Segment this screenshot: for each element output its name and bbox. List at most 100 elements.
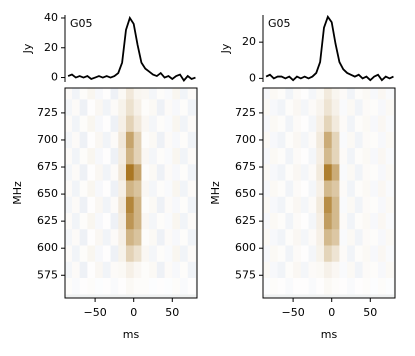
heat-cell [164, 148, 173, 165]
heat-cell [95, 196, 104, 214]
heat-cell [65, 131, 73, 149]
heat-cell [156, 213, 165, 230]
heat-cell [125, 148, 135, 165]
heat-cell [277, 131, 286, 149]
heat-cell [331, 261, 340, 279]
heat-cell [95, 245, 104, 263]
heat-cell [385, 99, 394, 116]
heat-cell [263, 229, 271, 246]
heat-cell [293, 148, 302, 165]
heat-cell [277, 213, 286, 230]
heat-cell [347, 261, 356, 279]
heat-cell [370, 213, 379, 230]
heat-cell [141, 277, 150, 295]
heat-cell [118, 196, 127, 214]
heat-cell [187, 180, 196, 198]
heat-cell [347, 99, 356, 116]
heat-cell [285, 245, 294, 263]
heat-cell [95, 115, 104, 133]
heat-cell [354, 115, 363, 133]
heat-cell [293, 277, 302, 295]
annotation: G05 [70, 17, 93, 30]
heat-cell [347, 148, 356, 165]
heat-cell [263, 180, 271, 198]
heat-cell [347, 229, 356, 246]
heat-cell [71, 131, 80, 149]
heat-cell [164, 277, 173, 295]
heat-cell [79, 115, 88, 133]
heat-cell [71, 148, 80, 165]
heat-cell [71, 277, 80, 295]
heat-cell [172, 261, 181, 279]
heat-cell [293, 180, 302, 198]
heat-cell [316, 277, 325, 295]
heat-cell [102, 180, 111, 198]
heat-cell [110, 88, 119, 100]
heat-cell [293, 115, 302, 133]
heat-cell [187, 99, 196, 116]
x-tick-label: −50 [83, 306, 106, 319]
heat-cell [180, 180, 189, 198]
heat-cell [370, 148, 379, 165]
heat-cell [347, 196, 356, 214]
heat-cell [370, 245, 379, 263]
heat-cell [172, 245, 181, 263]
heat-cell [316, 180, 325, 198]
heat-cell [308, 245, 317, 263]
heat-cell [277, 164, 286, 181]
heat-cell [316, 245, 325, 263]
heat-cell [95, 164, 104, 181]
heat-cell [164, 88, 173, 100]
y-tick-label: 600 [37, 241, 58, 254]
heat-cell [316, 164, 325, 181]
heat-cell [164, 229, 173, 246]
heat-cell [79, 164, 88, 181]
heat-cell [378, 261, 387, 279]
heat-cell [87, 245, 96, 263]
heat-cell [331, 164, 340, 181]
heat-cell [362, 229, 371, 246]
heat-cell [316, 131, 325, 149]
heat-cell [378, 88, 387, 100]
heat-cell [149, 229, 158, 246]
heat-cell [300, 196, 309, 214]
heat-cell [95, 99, 104, 116]
heat-cell [187, 88, 196, 100]
y-tick-label: 625 [37, 214, 58, 227]
heat-cell [316, 261, 325, 279]
heat-cell [133, 277, 142, 295]
heat-cell [339, 180, 348, 198]
heat-cell [156, 164, 165, 181]
heat-cell [87, 261, 96, 279]
heat-cell [71, 180, 80, 198]
heat-cell [269, 115, 278, 133]
heat-cell [180, 131, 189, 149]
heat-cell [323, 277, 333, 295]
heat-cell [339, 88, 348, 100]
profile-line [265, 15, 394, 82]
y-tick-label: 575 [235, 268, 256, 281]
heat-cell [133, 99, 142, 116]
heat-cell [285, 180, 294, 198]
y-tick-label: 700 [37, 133, 58, 146]
heat-cell [370, 88, 379, 100]
x-tick-label: −50 [281, 306, 304, 319]
heat-cell [331, 229, 340, 246]
heat-cell [110, 196, 119, 214]
heat-cell [102, 229, 111, 246]
heat-cell [149, 213, 158, 230]
heat-cell [323, 196, 333, 214]
heat-cell [300, 180, 309, 198]
heat-cell [149, 148, 158, 165]
heat-cell [385, 196, 394, 214]
heat-cell [285, 99, 294, 116]
heat-cell [354, 99, 363, 116]
heat-cell [164, 245, 173, 263]
heat-cell [293, 88, 302, 100]
heat-cell [65, 261, 73, 279]
heat-cell [87, 196, 96, 214]
heat-cell [125, 164, 135, 181]
heat-cell [87, 88, 96, 100]
heat-cell [118, 148, 127, 165]
